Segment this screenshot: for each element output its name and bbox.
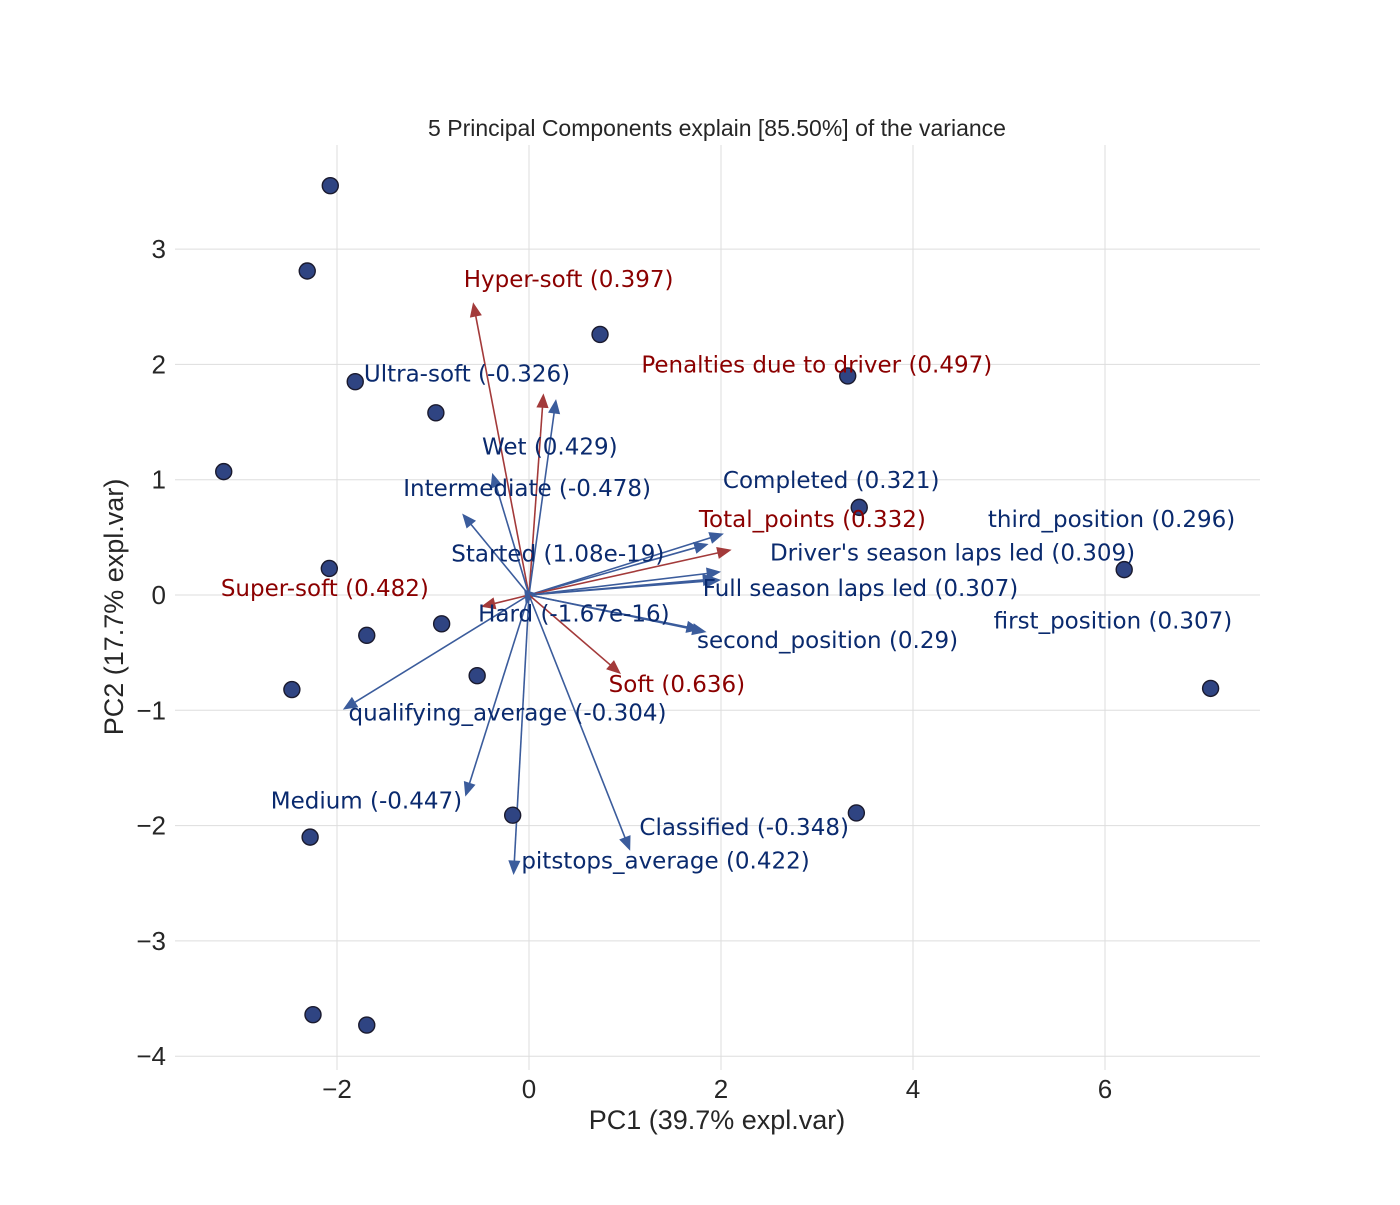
data-point (320, 559, 339, 578)
loading-label: first_position (0.307) (994, 608, 1233, 634)
data-point (301, 828, 319, 846)
loading-arrow (528, 546, 732, 596)
loading-label: third_position (0.296) (988, 507, 1235, 533)
loading-label: Intermediate (-0.478) (403, 476, 651, 502)
loading-label: Total_points (0.332) (698, 507, 926, 533)
y-tick-label: 3 (152, 234, 166, 264)
loading-label: Penalties due to driver (0.497) (641, 352, 992, 378)
x-tick-label: 0 (522, 1074, 536, 1104)
data-point (839, 367, 857, 385)
loading-arrow (528, 573, 718, 596)
data-point (847, 804, 866, 822)
data-point (1201, 679, 1220, 698)
y-tick-label: −3 (136, 926, 166, 956)
data-point (321, 176, 339, 195)
y-tick-label: 0 (152, 580, 166, 610)
data-point (298, 262, 316, 280)
loading-label: Super-soft (0.482) (221, 576, 429, 602)
loading-label: Medium (-0.447) (271, 788, 462, 814)
loading-label: pitstops_average (0.422) (521, 848, 809, 874)
data-point (591, 325, 609, 344)
x-tick-label: 2 (714, 1074, 728, 1104)
loading-label: Completed (0.321) (723, 468, 940, 494)
loading-label: Hard (-1.67e-16) (478, 602, 670, 628)
y-axis-label: PC2 (17.7% expl.var) (99, 479, 129, 736)
loading-arrow (342, 594, 530, 710)
loading-arrow (490, 472, 530, 596)
loading-arrow (528, 594, 701, 633)
loading-label: second_position (0.29) (697, 628, 958, 654)
loading-labels: Hyper-soft (0.397) Penalties due to drive… (221, 267, 1235, 874)
data-point (215, 462, 233, 481)
loading-arrow (528, 393, 549, 596)
y-tick-label: −2 (136, 811, 166, 841)
data-point (427, 404, 445, 422)
loading-arrow (481, 594, 530, 610)
y-tick-label: −4 (136, 1041, 166, 1071)
data-point (304, 1005, 322, 1024)
loading-label: Hyper-soft (0.397) (464, 267, 674, 293)
data-point (283, 680, 301, 699)
loading-arrows (342, 302, 732, 876)
x-tick-label: 6 (1098, 1074, 1112, 1104)
loading-arrow (508, 594, 530, 876)
x-axis-label: PC1 (39.7% expl.var) (589, 1105, 846, 1135)
loading-arrow (469, 302, 530, 596)
loading-label: qualifying_average (-0.304) (349, 701, 667, 727)
loading-arrow (528, 542, 709, 596)
x-tick-label: 4 (906, 1074, 920, 1104)
data-point (432, 615, 451, 633)
loading-label: Driver's season laps led (0.309) (770, 540, 1135, 566)
loading-label: Wet (0.429) (482, 434, 618, 460)
loading-arrow (462, 513, 530, 596)
data-point (850, 498, 868, 517)
data-point (1115, 560, 1133, 579)
loading-arrow (528, 399, 561, 596)
y-tick-label: 2 (152, 349, 166, 379)
loading-label: Full season laps led (0.307) (703, 576, 1018, 602)
tick-labels: −2 0 2 4 6 −4 −3 −2 −1 0 1 2 3 (136, 234, 1112, 1104)
data-point (468, 667, 486, 685)
y-tick-label: −1 (136, 695, 166, 725)
loading-label: Ultra-soft (-0.326) (364, 362, 570, 388)
data-point (358, 1016, 376, 1034)
loading-label: Started (1.08e-19) (451, 542, 664, 568)
data-point (346, 372, 364, 391)
data-point (358, 626, 376, 645)
grid-layer (175, 145, 1260, 1070)
loading-arrow (528, 594, 621, 675)
chart-title: 5 Principal Components explain [85.50%] … (428, 115, 1006, 141)
x-tick-label: −2 (322, 1074, 352, 1104)
y-tick-label: 1 (152, 465, 166, 495)
data-point (503, 806, 522, 824)
loading-arrow (463, 594, 530, 797)
loading-label: Soft (0.636) (609, 672, 745, 698)
loading-label: Classified (-0.348) (639, 815, 849, 841)
sample-points (215, 176, 1220, 1034)
loading-arrow (528, 532, 724, 596)
loading-arrow (528, 594, 631, 851)
